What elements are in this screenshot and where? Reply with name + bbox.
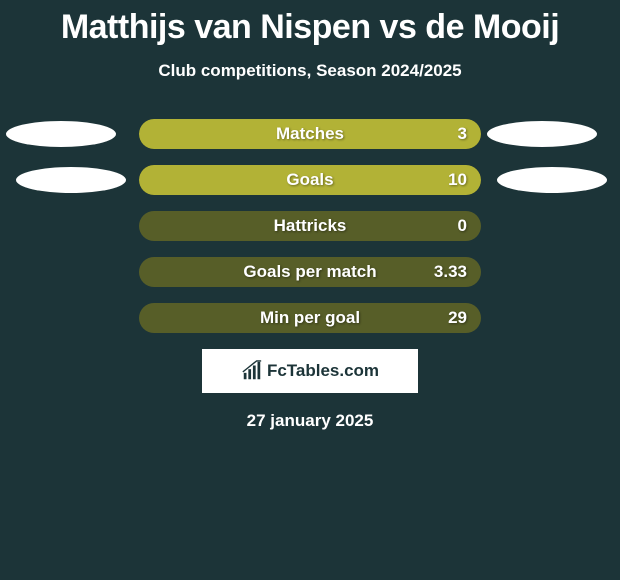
- marker-ellipse: [497, 167, 607, 193]
- stat-row-goals: Goals 10: [0, 165, 620, 195]
- bar-track: [139, 211, 481, 241]
- marker-ellipse: [16, 167, 126, 193]
- comparison-chart: Matches 3 Goals 10 Hattricks 0 Goals per…: [0, 119, 620, 333]
- logo-badge: FcTables.com: [202, 349, 418, 393]
- stat-row-min-per-goal: Min per goal 29: [0, 303, 620, 333]
- stat-row-hattricks: Hattricks 0: [0, 211, 620, 241]
- bar-track: [139, 165, 481, 195]
- bar-track: [139, 303, 481, 333]
- page-subtitle: Club competitions, Season 2024/2025: [0, 61, 620, 81]
- bar-track: [139, 257, 481, 287]
- stat-row-goals-per-match: Goals per match 3.33: [0, 257, 620, 287]
- snapshot-date: 27 january 2025: [0, 411, 620, 431]
- bar-fill: [139, 165, 481, 195]
- marker-ellipse: [6, 121, 116, 147]
- logo-text: FcTables.com: [267, 361, 379, 381]
- bar-chart-icon: [241, 360, 263, 382]
- bar-track: [139, 119, 481, 149]
- page-title: Matthijs van Nispen vs de Mooij: [0, 0, 620, 47]
- marker-ellipse: [487, 121, 597, 147]
- stat-row-matches: Matches 3: [0, 119, 620, 149]
- bar-fill: [139, 119, 481, 149]
